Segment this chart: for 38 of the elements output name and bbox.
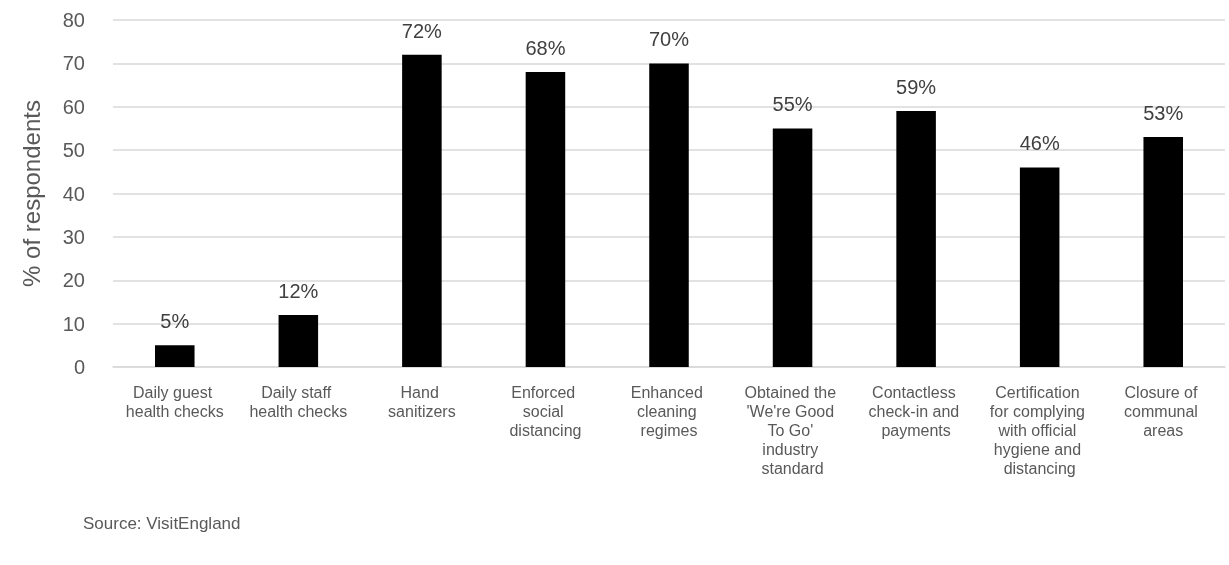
bar bbox=[525, 72, 566, 367]
x-tick-label: Contactless check-in and payments bbox=[868, 384, 964, 439]
x-tick-label: Daily guest health checks bbox=[125, 384, 224, 420]
y-tick-label: 80 bbox=[62, 9, 85, 31]
data-label: 12% bbox=[278, 279, 319, 302]
y-tick-label: 40 bbox=[62, 182, 85, 205]
x-tick-label: Enforced social distancing bbox=[509, 384, 582, 439]
data-label: 72% bbox=[401, 19, 443, 42]
x-tick-label: Certification for complying with official hygiene and distancing bbox=[989, 384, 1090, 477]
x-tick-label: Daily staff health checks bbox=[249, 384, 348, 420]
bar bbox=[278, 314, 319, 367]
data-label: 59% bbox=[896, 76, 937, 99]
y-tick-label: 50 bbox=[62, 139, 85, 162]
bar bbox=[1019, 167, 1060, 367]
bar bbox=[155, 345, 195, 367]
y-tick-label: 10 bbox=[62, 312, 85, 335]
x-tick-label: Closure of communal areas bbox=[1124, 384, 1203, 439]
bar bbox=[402, 54, 442, 367]
bar bbox=[772, 128, 813, 367]
y-tick-label: 0 bbox=[73, 356, 85, 378]
data-label: 5% bbox=[160, 310, 190, 333]
data-label: 53% bbox=[1143, 102, 1184, 125]
data-label: 46% bbox=[1019, 132, 1060, 155]
y-tick-label: 30 bbox=[62, 225, 85, 248]
data-label: 70% bbox=[648, 28, 690, 51]
data-label: 55% bbox=[772, 93, 813, 116]
y-axis-title: % of respondents bbox=[17, 100, 45, 287]
x-tick-label: Enhanced cleaning regimes bbox=[630, 384, 708, 439]
y-tick-label: 20 bbox=[62, 269, 85, 292]
bar bbox=[896, 111, 936, 367]
y-tick-label: 70 bbox=[62, 52, 85, 75]
bar bbox=[649, 63, 689, 367]
x-tick-label: Obtained the 'We're Good To Go' industry standard bbox=[744, 384, 841, 477]
y-tick-label: 60 bbox=[62, 95, 85, 118]
source-note: Source: VisitEngland bbox=[83, 514, 241, 533]
x-tick-label: Hand sanitizers bbox=[388, 384, 456, 420]
bar bbox=[1143, 137, 1183, 367]
data-label: 68% bbox=[525, 37, 566, 60]
